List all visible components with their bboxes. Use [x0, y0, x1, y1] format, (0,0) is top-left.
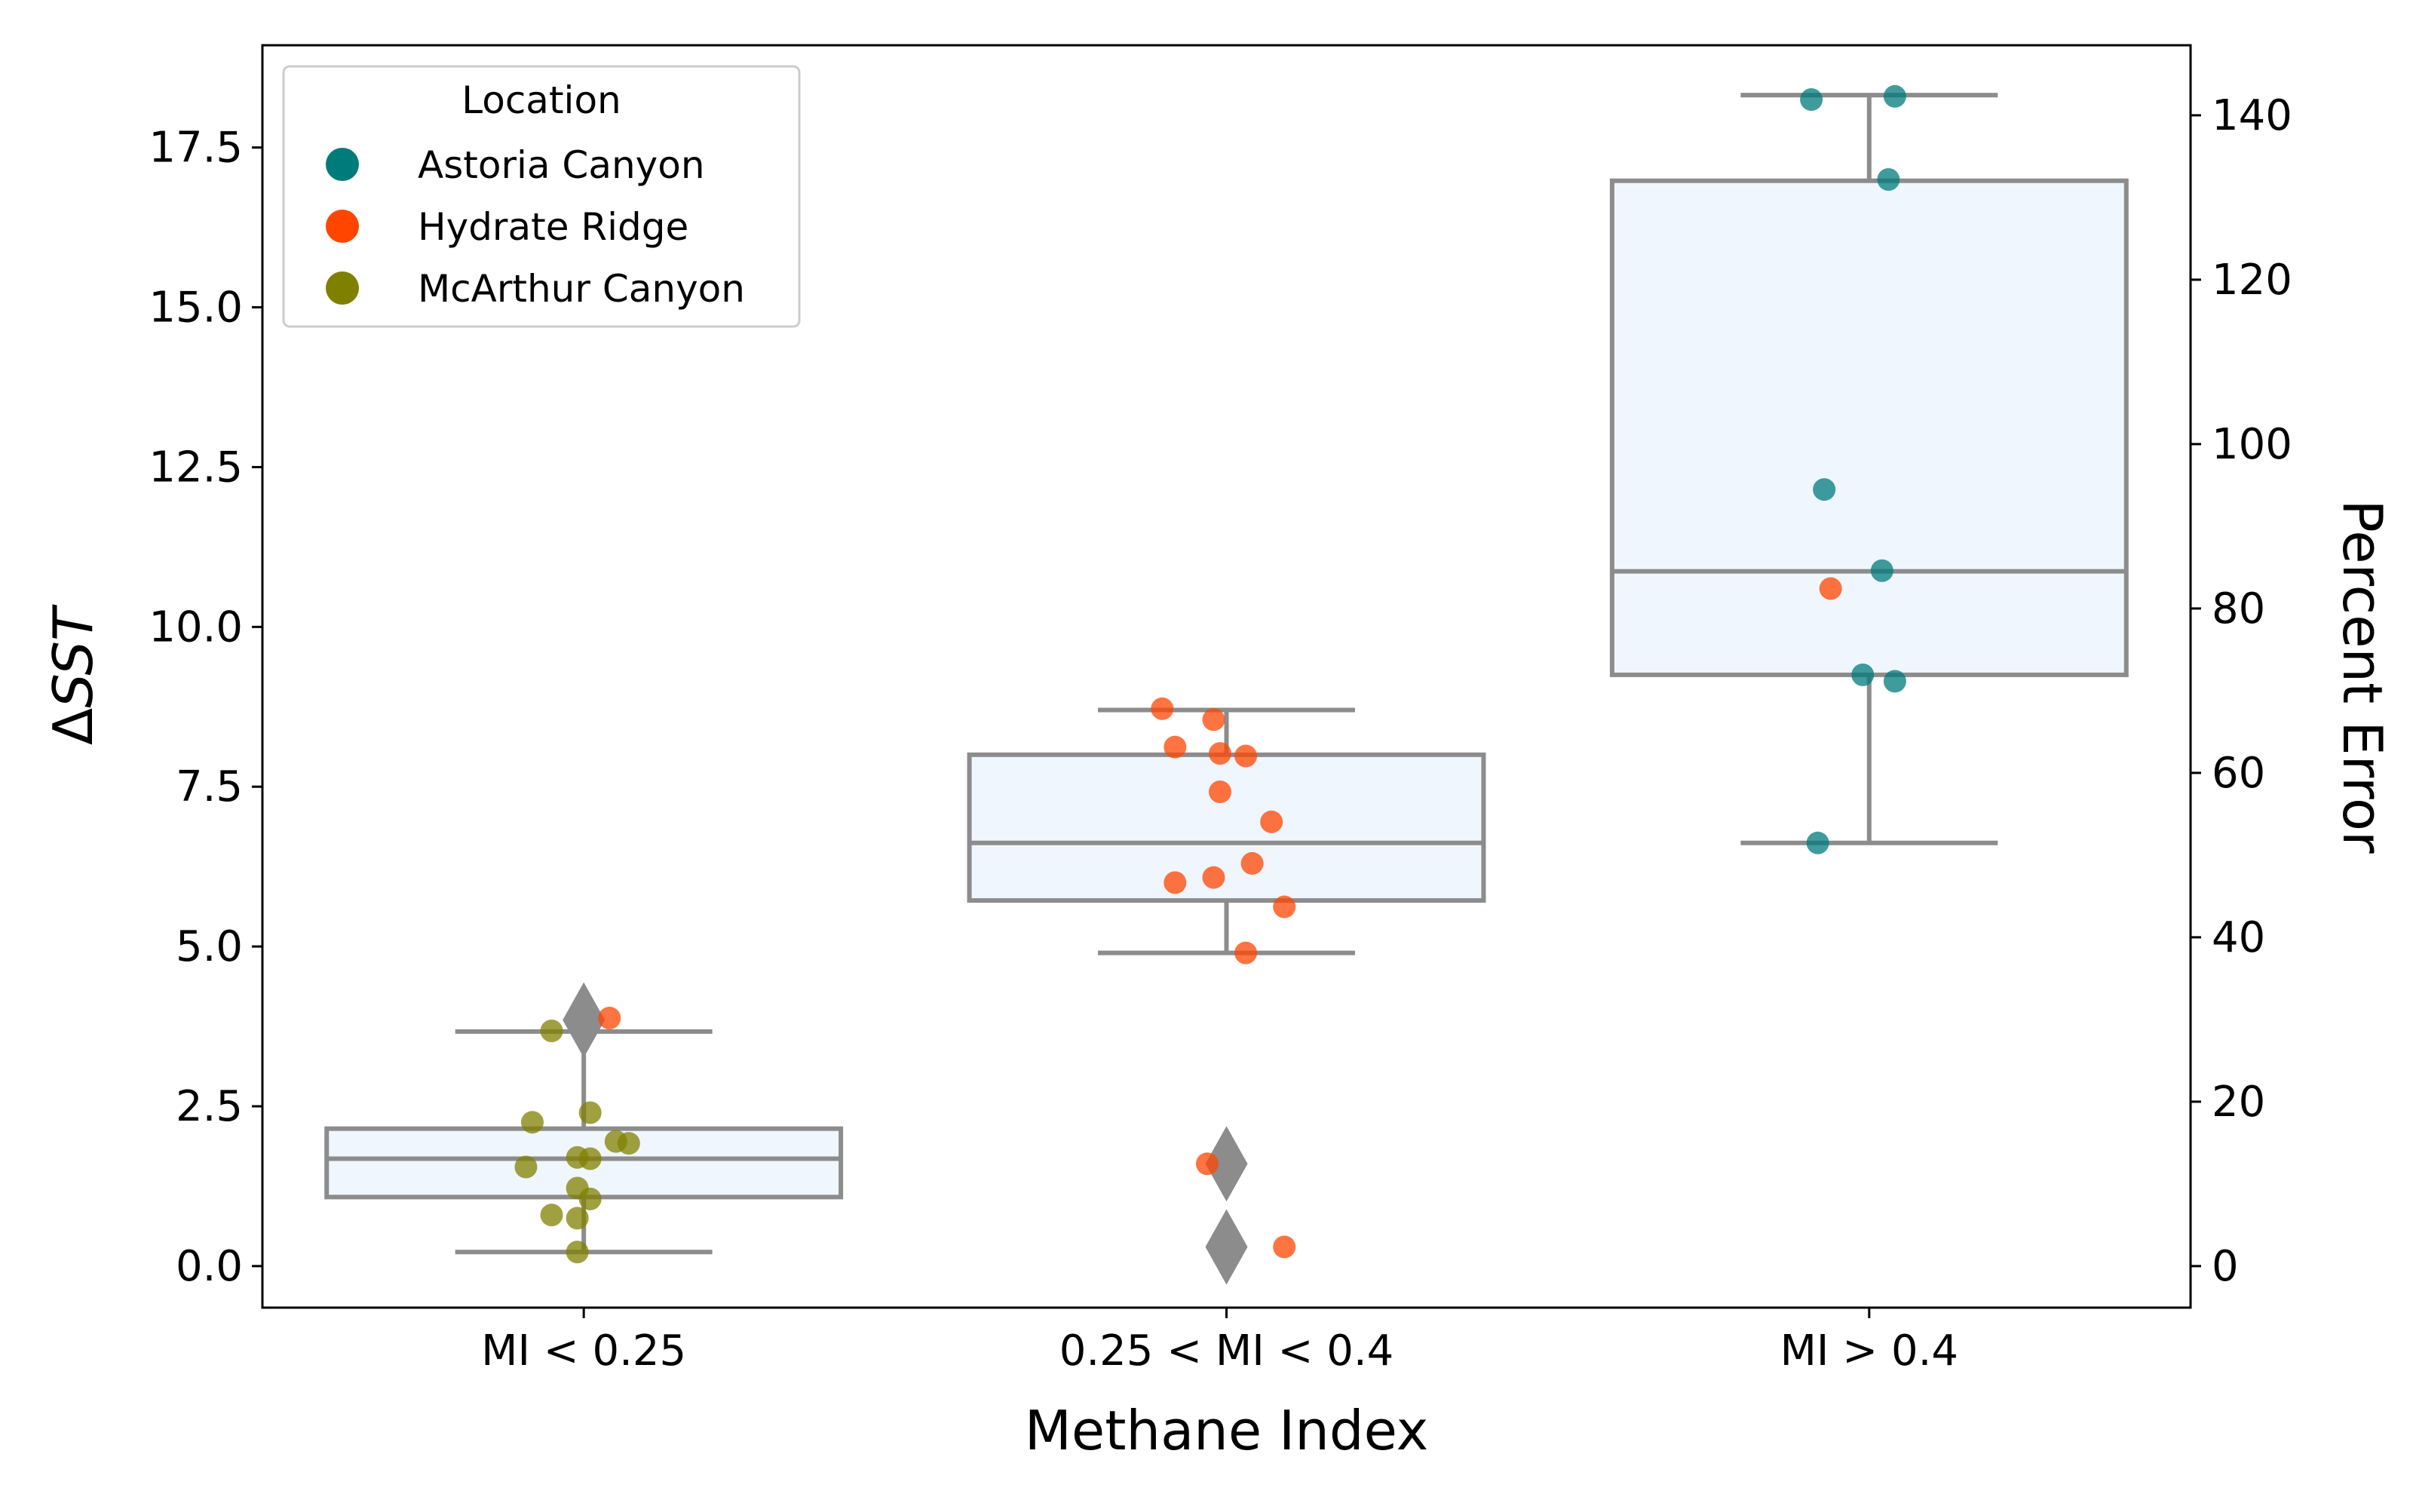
- outlier-marker: [563, 982, 606, 1058]
- y-tick-label: 15.0: [149, 284, 243, 333]
- legend-item: McArthur Canyon: [326, 267, 745, 311]
- data-point: [1195, 1152, 1219, 1176]
- right-tick-label: 120: [2212, 256, 2292, 305]
- y-tick-label: 7.5: [176, 762, 243, 811]
- data-point: [1208, 742, 1231, 765]
- data-point: [1273, 1235, 1296, 1259]
- y-tick-label: 10.0: [149, 603, 243, 652]
- x-tick-label: 0.25 < MI < 0.4: [1059, 1326, 1394, 1376]
- right-tick-label: 0: [2212, 1242, 2239, 1291]
- data-point: [1883, 84, 1906, 108]
- data-point: [1813, 478, 1836, 501]
- data-point: [578, 1187, 602, 1210]
- data-point: [1202, 866, 1225, 889]
- legend-label: Astoria Canyon: [418, 143, 705, 187]
- data-point: [514, 1155, 538, 1179]
- data-point: [1208, 780, 1231, 803]
- y-axis-label-delta: Δ: [41, 708, 105, 745]
- box-group: [1609, 93, 2129, 845]
- legend-title: Location: [461, 78, 621, 122]
- y-axis-label-var: SST: [41, 604, 105, 708]
- data-point: [1260, 810, 1283, 833]
- y-tick-label: 12.5: [149, 443, 243, 492]
- data-point: [520, 1111, 544, 1134]
- legend-item: Astoria Canyon: [326, 143, 705, 187]
- x-tick-label: MI > 0.4: [1780, 1326, 1958, 1376]
- x-axis-label: Methane Index: [1025, 1399, 1428, 1462]
- right-tick-label: 60: [2212, 749, 2265, 798]
- data-point: [540, 1019, 563, 1042]
- outlier-marker: [1205, 1209, 1248, 1285]
- y-axis-label: ΔSST: [41, 604, 105, 745]
- data-point: [578, 1147, 602, 1170]
- iqr-box: [967, 752, 1486, 903]
- data-point: [1870, 559, 1893, 582]
- data-point: [566, 1207, 589, 1230]
- data-point: [1877, 167, 1900, 191]
- right-tick-label: 20: [2212, 1078, 2265, 1127]
- data-point: [598, 1007, 621, 1030]
- right-axis-label: Percent Error: [2331, 499, 2394, 854]
- data-point: [578, 1101, 602, 1124]
- right-tick-label: 80: [2212, 584, 2265, 633]
- data-point: [1164, 735, 1187, 759]
- data-point: [617, 1132, 640, 1155]
- data-point: [1819, 577, 1842, 600]
- y-tick-label: 5.0: [176, 922, 243, 971]
- right-tick-label: 140: [2212, 91, 2292, 140]
- axes-layer: 0.0 2.5 5.0 7.5 10.0 12.5 15.0 17.5 0 20 40 60 80 100…: [149, 91, 2292, 1376]
- legend-marker: [326, 148, 359, 181]
- y-tick-label: 0.0: [176, 1242, 243, 1291]
- data-point: [1851, 663, 1875, 686]
- data-point: [1164, 871, 1187, 894]
- data-point: [566, 1241, 589, 1264]
- data-point: [540, 1204, 563, 1227]
- legend-marker: [326, 210, 359, 243]
- iqr-box: [1609, 178, 2129, 677]
- data-point: [1806, 831, 1829, 854]
- y-tick-label: 2.5: [176, 1082, 243, 1131]
- outlier-marker: [1205, 1126, 1248, 1202]
- data-point: [1151, 697, 1174, 720]
- legend-item: Hydrate Ridge: [326, 205, 688, 249]
- data-point: [1273, 895, 1296, 919]
- legend-marker: [326, 271, 359, 305]
- legend-label: McArthur Canyon: [418, 267, 745, 311]
- points-layer: [514, 84, 1906, 1264]
- data-point: [1234, 744, 1258, 768]
- x-tick-label: MI < 0.25: [481, 1326, 686, 1376]
- data-point: [1883, 670, 1906, 693]
- right-tick-label: 40: [2212, 913, 2265, 962]
- legend-label: Hydrate Ridge: [418, 205, 688, 249]
- data-point: [1234, 941, 1258, 965]
- data-point: [1202, 708, 1225, 731]
- right-tick-label: 100: [2212, 420, 2292, 469]
- y-tick-label: 17.5: [149, 124, 243, 173]
- data-point: [1800, 88, 1823, 112]
- legend: Location Astoria Canyon Hydrate Ridge McAr…: [282, 65, 801, 328]
- legend-entries: Astoria Canyon Hydrate Ridge McArthur Cany…: [326, 143, 745, 311]
- data-point: [1240, 851, 1264, 875]
- legend-frame: [282, 65, 801, 328]
